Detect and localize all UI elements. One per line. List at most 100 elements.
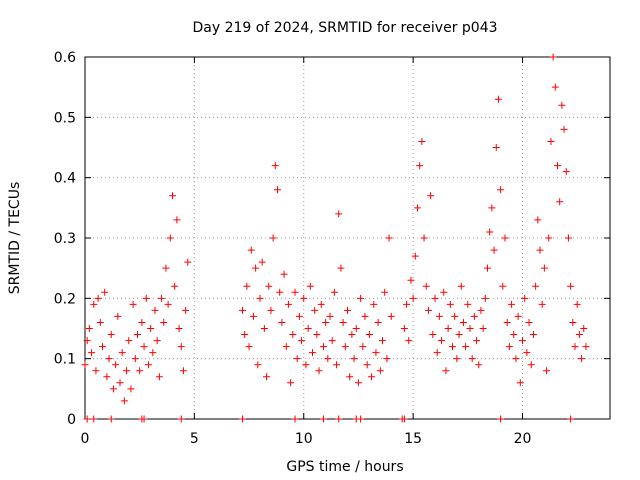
zero-data-point [177,415,185,423]
data-point [322,318,330,326]
x-tick-label: 0 [81,431,90,447]
x-tick-label: 5 [190,431,199,447]
data-point [462,343,470,351]
data-point [160,318,168,326]
data-point [151,306,159,314]
data-point [409,294,417,302]
data-point [346,373,354,381]
zero-data-point [400,415,408,423]
x-axis-ticks: 0 5 10 15 20 [81,57,532,447]
data-point [379,337,386,345]
data-point [523,349,531,357]
data-point [477,306,485,314]
data-point [274,186,281,194]
data-point [304,325,312,332]
data-point [309,349,316,357]
data-point [459,318,467,326]
data-point [400,325,408,332]
data-point [256,294,264,302]
data-point [267,306,275,314]
data-point [444,325,452,332]
data-point [287,379,295,387]
data-point [564,234,572,242]
data-point [503,318,511,326]
data-point [468,355,476,363]
data-point [311,306,319,314]
data-point [475,361,483,369]
data-point [276,288,284,296]
data-point [265,282,273,290]
data-point [300,294,308,302]
data-point [368,373,376,381]
data-point [339,318,347,326]
data-point [179,367,187,375]
data-point [479,325,487,332]
data-point [269,234,277,242]
data-point [562,168,570,176]
data-point [243,282,251,290]
data-point [510,331,518,339]
data-point [492,144,500,151]
data-point [241,331,249,339]
data-point [451,312,459,320]
data-point [134,331,141,339]
x-axis-label: GPS time / hours [286,459,403,475]
data-point [330,288,338,296]
data-point [289,331,297,339]
data-point [403,300,411,308]
data-point [298,337,306,345]
y-axis-label: SRMTID / TECUs [7,182,23,295]
zero-data-point [497,415,505,423]
chart-title: Day 219 of 2024, SRMTID for receiver p04… [192,20,497,36]
data-point [344,306,351,314]
data-point [125,337,133,345]
data-point [142,294,150,302]
data-point [123,367,131,375]
data-point [427,192,435,200]
data-point [109,385,117,393]
data-point [99,343,106,351]
zero-data-point [83,415,91,423]
y-tick-label: 0.2 [54,291,76,307]
data-point [306,282,314,290]
data-point [280,270,288,278]
data-point [525,318,533,326]
data-point [508,300,516,308]
zero-data-point [291,415,299,423]
zero-data-point [357,415,365,423]
data-point [370,300,378,308]
data-point [361,312,369,320]
data-point [335,210,343,218]
data-point [411,252,419,260]
data-point [536,246,544,254]
data-point [372,349,380,357]
data-point [359,343,367,351]
data-point [184,258,192,266]
data-point [418,137,426,145]
zero-data-point [319,415,327,423]
data-point [328,337,336,345]
zero-data-point [107,415,115,423]
data-point [578,355,586,363]
data-point [293,355,301,363]
data-point [162,264,170,272]
data-point [438,337,446,345]
data-point [333,361,341,369]
data-point [363,361,371,369]
data-point [171,282,179,290]
data-point [414,204,421,212]
x-tick-label: 20 [514,431,532,447]
zero-data-point [90,415,98,423]
y-tick-label: 0.1 [54,352,76,368]
data-point [158,294,166,302]
data-point [529,331,537,339]
data-point [105,355,113,363]
data-point [103,373,111,381]
data-point [383,355,391,363]
data-point [252,264,260,272]
x-tick-label: 15 [404,431,422,447]
data-point [376,367,384,375]
data-point [92,367,100,375]
data-point [473,337,481,345]
data-point [374,318,382,326]
